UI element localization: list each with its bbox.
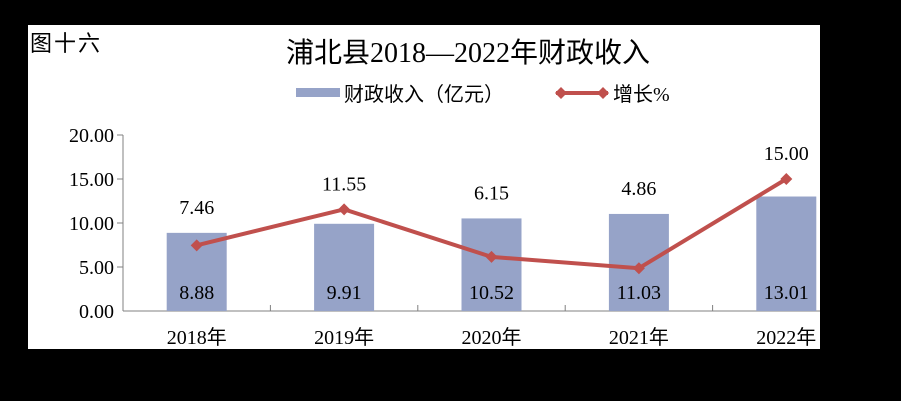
- y-axis-tick-label: 20.00: [69, 125, 114, 147]
- growth-line-marker-icon: [190, 239, 203, 252]
- legend-line-swatch-icon: [555, 86, 609, 99]
- line-value-label: 6.15: [474, 182, 509, 204]
- revenue-bar: [461, 218, 522, 311]
- line-value-label: 11.55: [322, 173, 366, 195]
- x-axis-category-label: 2020年: [462, 326, 522, 349]
- chart-title: 浦北县2018—2022年财政收入: [285, 38, 650, 69]
- chart-canvas: 0.00 5.00 10.00 15.00 20.00 8.88 2018年 9.91 2019…: [28, 25, 820, 349]
- y-axis-tick-label: 5.00: [79, 257, 114, 279]
- growth-line-marker-icon: [338, 203, 351, 216]
- legend-line-label: 增长%: [613, 84, 670, 106]
- bar-value-label: 11.03: [617, 282, 661, 304]
- legend-bar-swatch-icon: [296, 88, 340, 97]
- x-axis-category-label: 2022年: [756, 326, 816, 349]
- line-value-label: 4.86: [621, 178, 656, 200]
- revenue-bar: [756, 196, 817, 311]
- x-axis-category-label: 2021年: [609, 326, 669, 349]
- bar-value-label: 9.91: [327, 282, 362, 304]
- line-value-label: 7.46: [179, 197, 214, 219]
- growth-line-marker-icon: [632, 262, 645, 275]
- bar-value-label: 8.88: [179, 282, 214, 304]
- bar-value-label: 10.52: [469, 282, 514, 304]
- plot-svg: 0.00 5.00 10.00 15.00 20.00 8.88 2018年 9.91 2019…: [69, 125, 820, 349]
- x-axis-category-label: 2018年: [167, 326, 227, 349]
- line-value-label: 15.00: [764, 143, 809, 165]
- figure-label: 图十六: [30, 31, 103, 56]
- growth-line-marker-icon: [780, 173, 793, 185]
- growth-line-marker-icon: [485, 250, 498, 263]
- bar-value-label: 13.01: [764, 282, 809, 304]
- y-axis-tick-label: 0.00: [79, 301, 114, 323]
- x-axis-category-label: 2019年: [314, 326, 374, 349]
- revenue-bar: [314, 223, 375, 311]
- legend-bar-label: 财政收入（亿元）: [344, 84, 504, 106]
- y-axis-tick-label: 15.00: [69, 169, 114, 191]
- y-axis-tick-label: 10.00: [69, 213, 114, 235]
- chart-legend: 财政收入（亿元） 增长%: [296, 78, 670, 107]
